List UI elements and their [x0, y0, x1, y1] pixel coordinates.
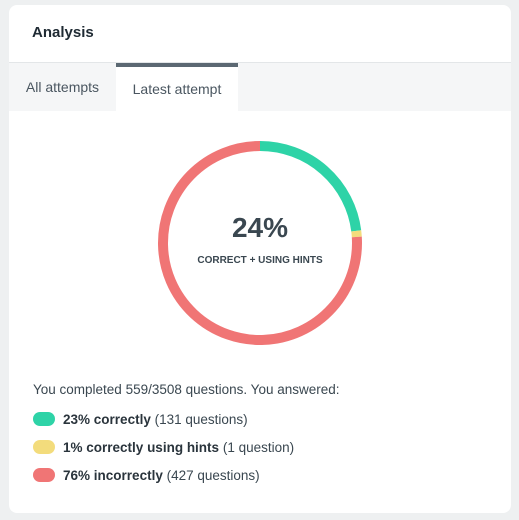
legend-label: 1% correctly using hints [63, 440, 219, 455]
center-caption: CORRECT + USING HINTS [197, 255, 323, 266]
tab-bar: All attempts Latest attempt [9, 62, 511, 111]
card-title: Analysis [32, 24, 94, 41]
legend-label: 23% correctly [63, 412, 151, 427]
legend-detail: (427 questions) [166, 468, 260, 483]
legend-row: 23% correctly (131 questions) [33, 410, 248, 430]
legend-value: 76% [63, 468, 91, 483]
donut-segment [158, 141, 362, 345]
legend-value: 1% [63, 440, 83, 455]
donut-segment [351, 230, 362, 238]
analysis-card: Analysis All attempts Latest attempt 24%… [9, 5, 511, 513]
center-label: 24% [232, 212, 288, 243]
legend-swatch [33, 412, 55, 426]
legend-detail: (1 question) [222, 440, 295, 455]
legend-row: 1% correctly using hints (1 question) [33, 438, 294, 458]
legend-swatch [33, 468, 55, 482]
tab-active[interactable]: Latest attempt [116, 63, 238, 111]
tab[interactable]: All attempts [25, 79, 100, 95]
legend-detail: (131 questions) [154, 412, 248, 427]
legend-category: incorrectly [93, 468, 163, 483]
legend-label: 76% incorrectly [63, 468, 163, 483]
donut-chart: 24% CORRECT + USING HINTS [158, 141, 362, 345]
donut-segment [259, 141, 362, 232]
summary: You completed 559/3508 questions. You an… [33, 382, 340, 397]
legend-category: correctly [93, 412, 151, 427]
legend-value: 23% [63, 412, 91, 427]
legend-swatch [33, 440, 55, 454]
legend-row: 76% incorrectly (427 questions) [33, 466, 260, 486]
legend-category: correctly using hints [86, 440, 220, 455]
